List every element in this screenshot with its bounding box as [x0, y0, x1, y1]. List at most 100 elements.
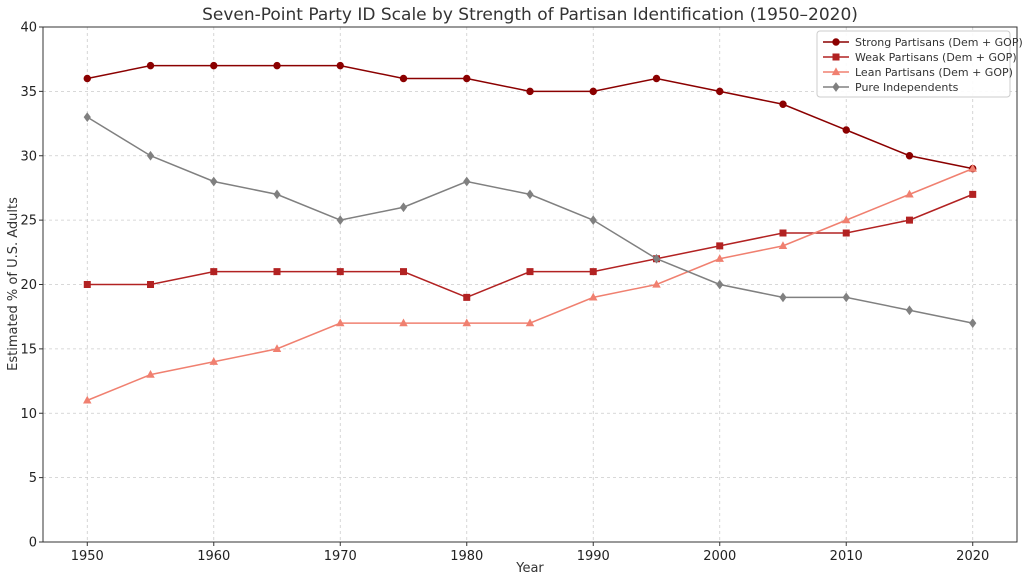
data-point: [83, 74, 91, 83]
data-point: [779, 100, 787, 108]
data-point: [842, 229, 850, 237]
data-point: [273, 268, 281, 276]
legend-item: Lean Partisans (Dem + GOP): [823, 66, 1013, 79]
data-point: [463, 293, 471, 301]
data-point: [463, 176, 471, 187]
x-axis-label: Year: [515, 561, 544, 576]
x-tick-label: 2000: [703, 549, 736, 564]
legend-label: Weak Partisans (Dem + GOP): [855, 51, 1017, 64]
legend-label: Pure Independents: [855, 81, 959, 94]
legend-marker: [831, 67, 841, 76]
legend-marker: [832, 53, 840, 61]
data-point: [526, 87, 534, 96]
x-tick-label: 1970: [324, 549, 357, 564]
y-tick-label: 0: [29, 536, 37, 551]
series-2: [83, 190, 977, 301]
legend-marker: [832, 82, 840, 92]
data-point: [83, 395, 92, 404]
data-point: [841, 215, 851, 224]
data-point: [209, 357, 219, 365]
data-point: [652, 253, 661, 264]
x-tick-label: 2020: [956, 549, 989, 564]
data-point: [526, 268, 534, 276]
data-point: [83, 112, 91, 122]
data-point: [146, 150, 155, 161]
data-point: [146, 61, 155, 70]
data-point: [589, 87, 597, 96]
data-point: [399, 74, 408, 83]
y-tick-label: 25: [20, 214, 37, 229]
legend-marker: [832, 38, 840, 46]
data-point: [210, 176, 218, 187]
data-point: [589, 268, 597, 276]
data-point: [210, 61, 218, 70]
y-tick-label: 30: [20, 149, 37, 164]
data-point: [969, 190, 977, 198]
legend-label: Lean Partisans (Dem + GOP): [855, 66, 1013, 79]
y-tick-label: 40: [20, 21, 37, 36]
data-point: [716, 242, 724, 250]
data-point: [716, 279, 724, 290]
data-point: [273, 189, 281, 200]
legend-box: [816, 30, 1011, 98]
data-point: [652, 279, 661, 288]
data-point: [589, 215, 597, 225]
data-point: [968, 163, 977, 172]
data-point: [716, 87, 724, 96]
data-point: [336, 318, 345, 327]
data-point: [272, 344, 282, 352]
axes: 1950 1960 1970 1980 1990 2000 2010 2020 0 5 10 15 20…: [20, 21, 1018, 564]
data-point: [210, 268, 218, 276]
data-point: [400, 268, 408, 276]
data-point: [336, 215, 344, 225]
data-point: [589, 292, 598, 301]
data-point: [146, 369, 155, 378]
y-tick-label: 15: [20, 342, 37, 357]
data-point: [779, 229, 787, 237]
data-point: [336, 61, 344, 70]
data-point: [83, 281, 91, 288]
data-point: [652, 74, 661, 83]
x-tick-label: 1980: [450, 549, 483, 564]
x-tick-label: 1960: [197, 549, 230, 564]
chart-title: Seven-Point Party ID Scale by Strength o…: [202, 5, 858, 25]
data-point: [905, 305, 914, 316]
legend-item: Pure Independents: [823, 81, 959, 94]
data-point: [778, 241, 788, 249]
data-point: [399, 202, 408, 213]
data-point: [905, 152, 914, 160]
data-point: [842, 292, 850, 303]
data-point: [399, 318, 408, 327]
series-line: [87, 193, 974, 299]
y-tick-label: 35: [20, 85, 37, 100]
series-3: [83, 163, 977, 404]
data-point: [525, 318, 535, 327]
y-tick-label: 20: [20, 278, 37, 293]
y-axis-label: Estimated % of U.S. Adults: [6, 197, 21, 371]
x-tick-label: 1950: [71, 549, 104, 564]
grid: [43, 26, 1017, 543]
legend-item: Weak Partisans (Dem + GOP): [823, 51, 1017, 64]
legend-label: Strong Partisans (Dem + GOP): [855, 36, 1023, 49]
x-tick-label: 2010: [830, 549, 863, 564]
data-point: [462, 318, 471, 327]
data-point: [526, 189, 534, 200]
data-point: [905, 189, 914, 198]
series-1: [83, 61, 977, 173]
series-4: [83, 112, 977, 328]
x-tick-label: 1990: [577, 549, 610, 564]
series-layer: [83, 61, 977, 404]
data-point: [463, 74, 471, 83]
data-point: [273, 61, 281, 70]
data-point: [905, 216, 913, 224]
data-point: [969, 318, 977, 328]
y-tick-label: 10: [20, 407, 37, 422]
data-point: [147, 281, 155, 288]
data-point: [715, 254, 724, 262]
legend-item: Strong Partisans (Dem + GOP): [823, 36, 1023, 49]
y-tick-label: 5: [29, 471, 37, 486]
data-point: [842, 126, 850, 134]
data-point: [779, 292, 787, 303]
data-point: [336, 268, 344, 276]
